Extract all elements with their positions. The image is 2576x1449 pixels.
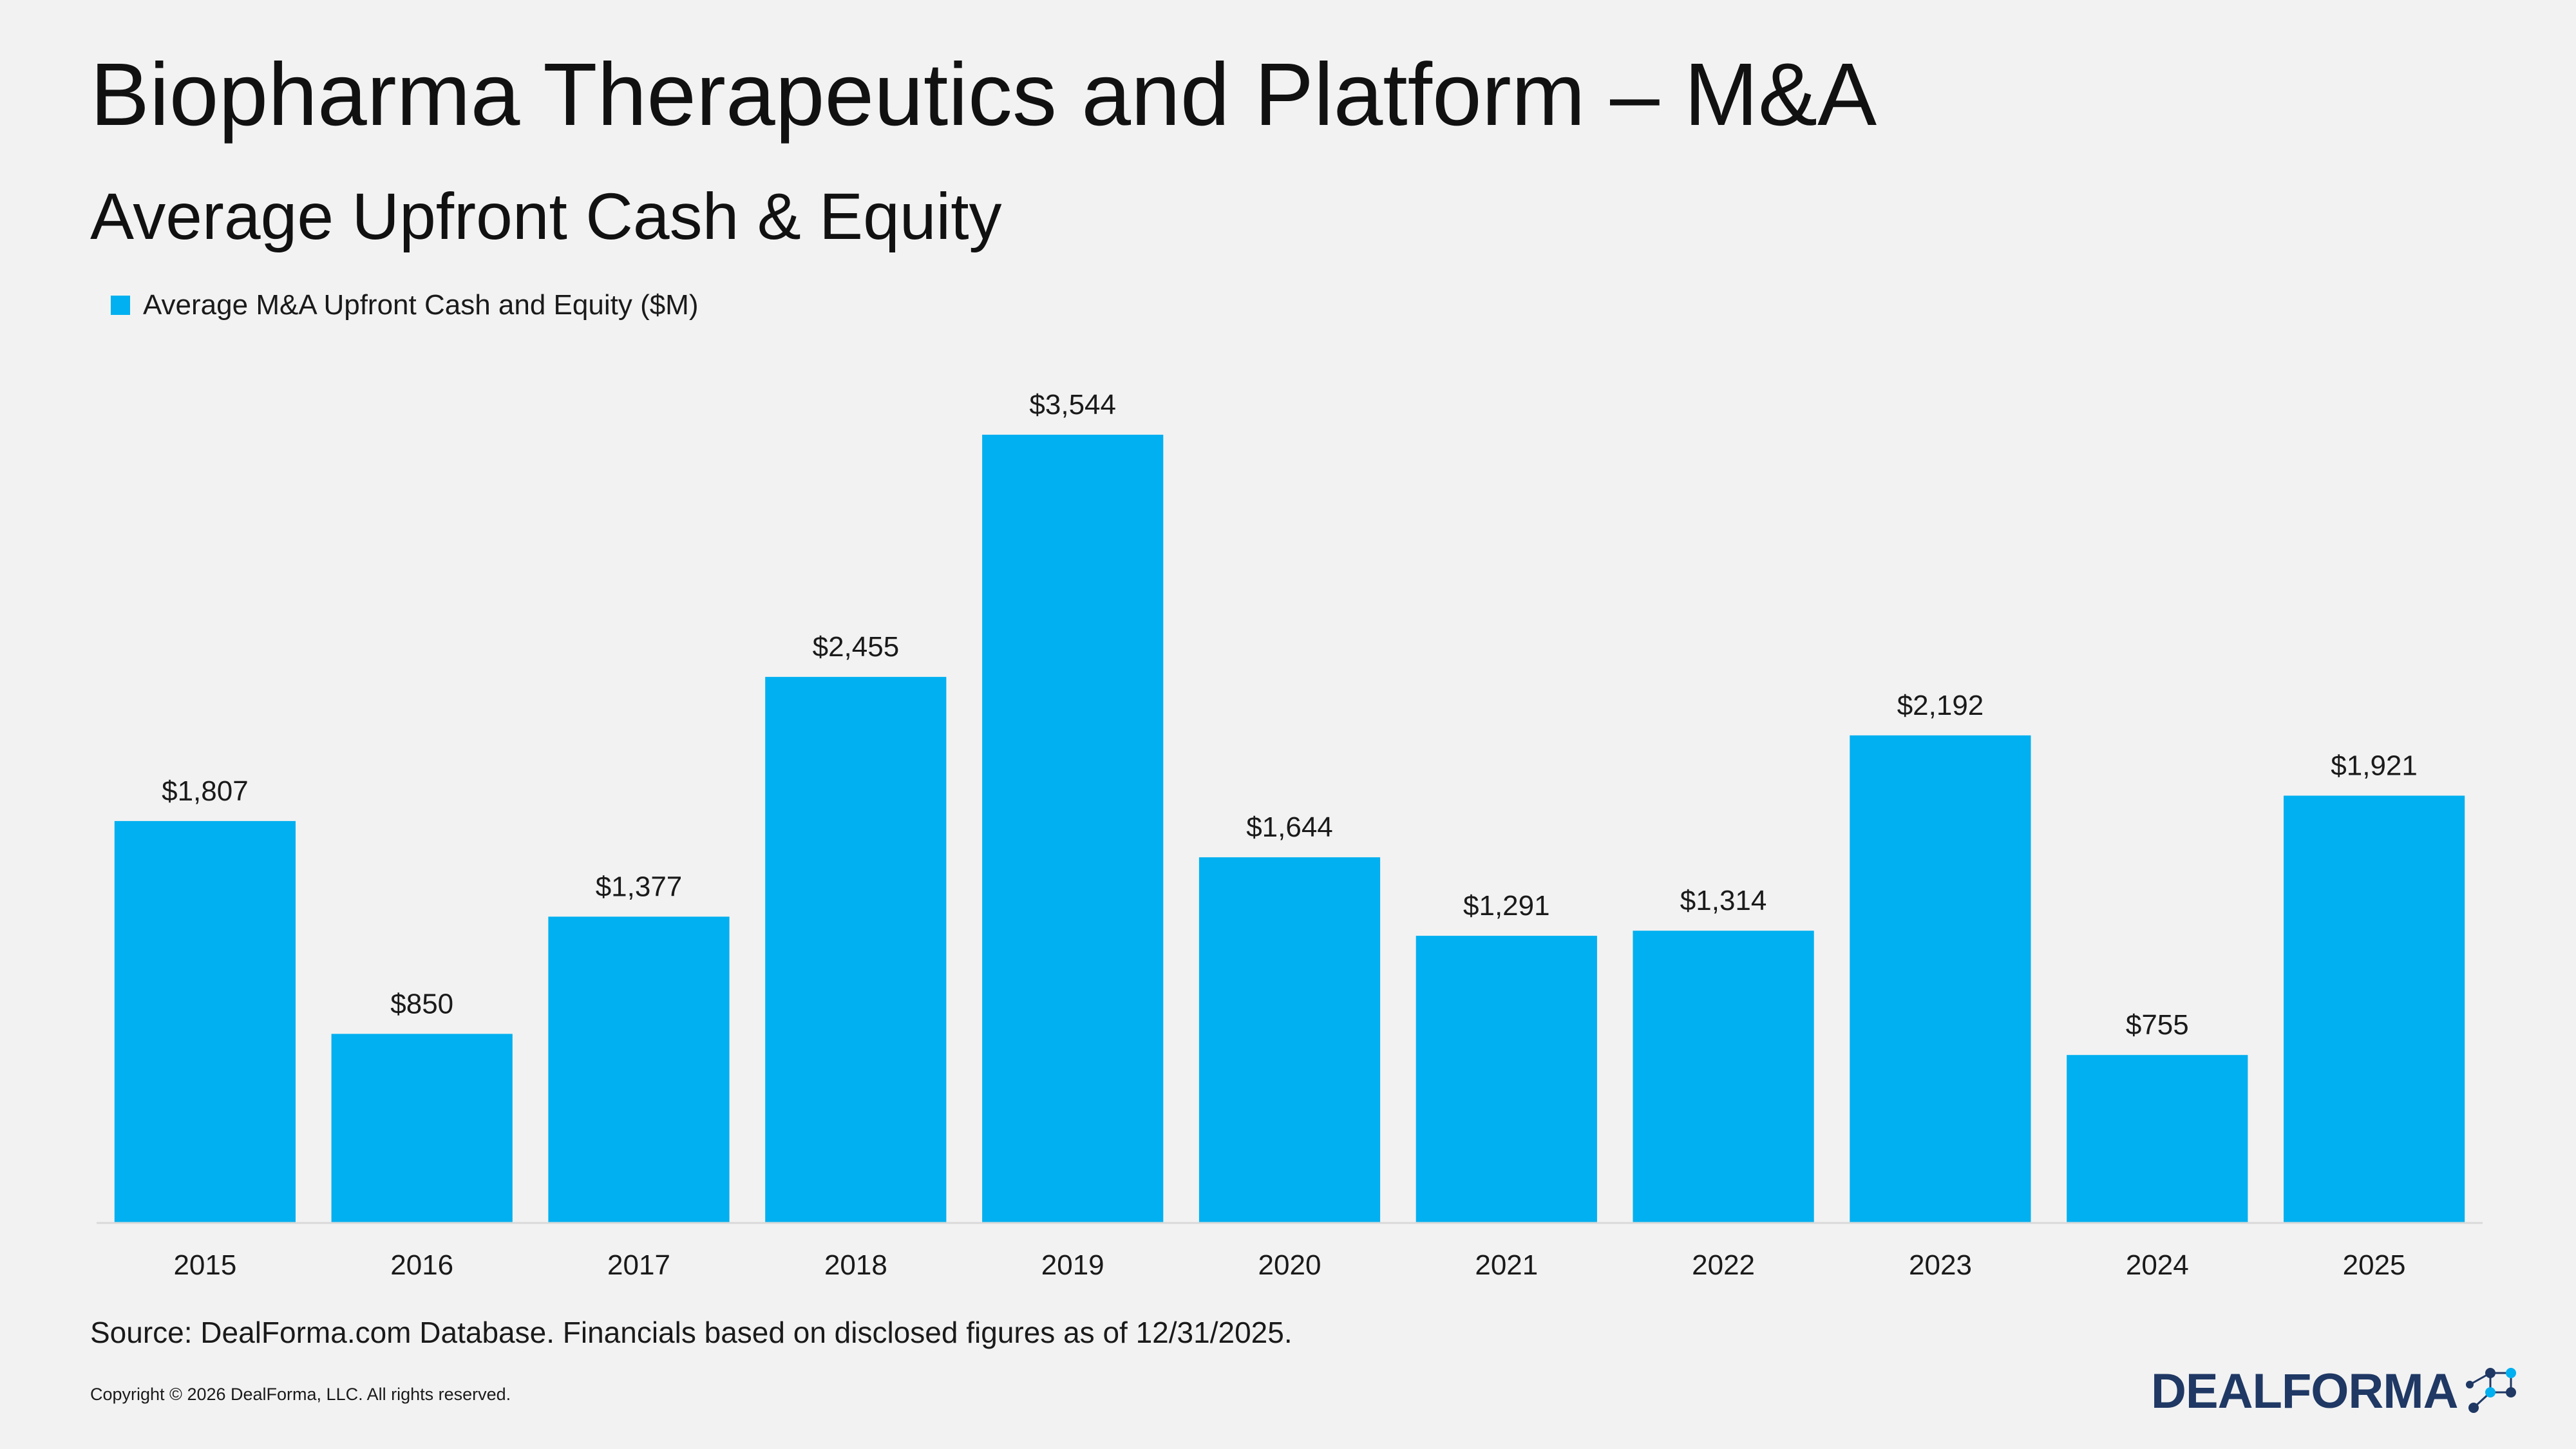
data-label-2017: $1,377: [596, 871, 683, 902]
data-label-2018: $2,455: [813, 631, 900, 663]
x-tick-label-2015: 2015: [173, 1249, 236, 1281]
x-tick-label-2022: 2022: [1692, 1249, 1755, 1281]
bar-group: [114, 435, 2465, 1223]
tick-label-group: 2015 2016 2017 2018 2019 2020 2021 2022 2023 2024…: [173, 1249, 2405, 1281]
x-tick-label-2017: 2017: [607, 1249, 670, 1281]
bar-2023: [1850, 735, 2031, 1223]
bar-2017: [548, 916, 730, 1223]
x-tick-label-2025: 2025: [2343, 1249, 2406, 1281]
bar-2025: [2284, 795, 2465, 1223]
data-label-2016: $850: [390, 988, 453, 1019]
bar-2015: [114, 820, 296, 1223]
bar-2016: [331, 1034, 513, 1223]
bar-2018: [765, 677, 947, 1223]
bar-2021: [1416, 936, 1597, 1223]
data-label-2021: $1,291: [1463, 890, 1550, 922]
legend-label: Average M&A Upfront Cash and Equity ($M): [143, 289, 699, 321]
bar-2024: [2067, 1055, 2248, 1223]
x-tick-label-2021: 2021: [1475, 1249, 1538, 1281]
x-tick-label-2019: 2019: [1041, 1249, 1104, 1281]
x-tick-label-2023: 2023: [1909, 1249, 1972, 1281]
logo-text: DEALFORMA: [2151, 1363, 2459, 1419]
chart-legend: Average M&A Upfront Cash and Equity ($M): [111, 289, 699, 322]
x-tick-label-2016: 2016: [390, 1249, 453, 1281]
data-label-2024: $755: [2126, 1009, 2189, 1041]
bar-2022: [1633, 931, 1814, 1223]
data-label-2022: $1,314: [1680, 885, 1767, 916]
x-tick-label-2018: 2018: [824, 1249, 887, 1281]
bar-label-group: $1,807 $850 $1,377 $2,455 $3,544 $1,644 $1,291…: [162, 389, 2418, 1041]
legend-swatch: [111, 296, 130, 315]
data-label-2023: $2,192: [1897, 690, 1984, 721]
page-subtitle: Average Upfront Cash & Equity: [90, 180, 1002, 253]
copyright-note: Copyright © 2026 DealForma, LLC. All rig…: [90, 1385, 511, 1404]
x-tick-label-2020: 2020: [1258, 1249, 1321, 1281]
x-tick-label-2024: 2024: [2126, 1249, 2189, 1281]
bar-2019: [982, 435, 1164, 1223]
network-nodes-icon: [2465, 1368, 2516, 1413]
data-label-2025: $1,921: [2331, 750, 2418, 782]
dealforma-logo: DEALFORMA: [2151, 1359, 2523, 1423]
bar-2020: [1198, 857, 1381, 1223]
data-label-2019: $3,544: [1029, 389, 1116, 421]
source-note: Source: DealForma.com Database. Financia…: [90, 1316, 1293, 1349]
data-label-2020: $1,644: [1246, 811, 1333, 843]
data-label-2015: $1,807: [162, 775, 249, 807]
page-title: Biopharma Therapeutics and Platform – M&…: [90, 45, 1877, 144]
